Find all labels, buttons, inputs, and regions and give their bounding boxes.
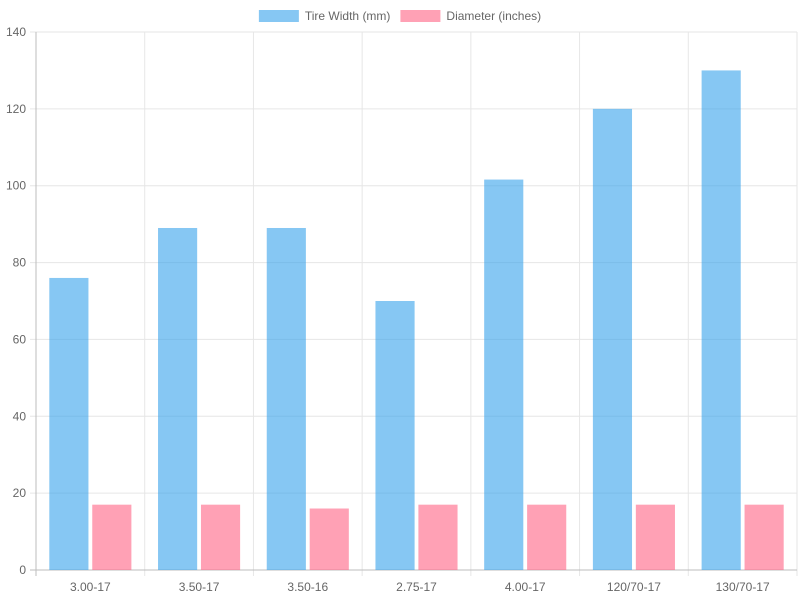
x-tick-label: 3.50-16: [287, 580, 328, 594]
bar-tire-width[interactable]: [158, 227, 198, 570]
grid: [30, 31, 798, 576]
bar-diameter[interactable]: [744, 504, 784, 570]
bar-tire-width[interactable]: [49, 277, 89, 570]
x-tick-label: 4.00-17: [505, 580, 546, 594]
legend-label: Tire Width (mm): [305, 9, 391, 23]
x-tick-label: 3.50-17: [179, 580, 220, 594]
y-tick-label: 60: [13, 332, 27, 346]
axes: [35, 32, 797, 571]
y-tick-label: 120: [6, 102, 26, 116]
bar-tire-width[interactable]: [375, 301, 415, 570]
legend: Tire Width (mm) Diameter (inches): [258, 9, 541, 23]
y-tick-label: 40: [13, 409, 27, 423]
bar-tire-width[interactable]: [592, 108, 633, 570]
bars: [49, 70, 784, 570]
legend-item-tire-width[interactable]: Tire Width (mm): [258, 9, 391, 23]
y-tick-label: 0: [19, 563, 26, 577]
x-tick-label: 3.00-17: [70, 580, 111, 594]
bar-diameter[interactable]: [92, 504, 132, 570]
legend-item-diameter[interactable]: Diameter (inches): [400, 9, 541, 23]
bar-tire-width[interactable]: [701, 70, 741, 570]
y-tick-label: 20: [13, 486, 27, 500]
x-tick-label: 2.75-17: [396, 580, 437, 594]
bar-diameter[interactable]: [635, 504, 675, 570]
bar-diameter[interactable]: [200, 504, 241, 570]
y-axis-tick-labels: 0 20 40 60 80 100 120 140: [6, 25, 26, 577]
legend-swatch: [258, 10, 299, 22]
bar-tire-width[interactable]: [266, 227, 306, 570]
y-tick-label: 100: [6, 179, 26, 193]
legend-label: Diameter (inches): [446, 9, 541, 23]
x-tick-label: 120/70-17: [607, 580, 661, 594]
x-tick-label: 130/70-17: [716, 580, 770, 594]
y-tick-label: 140: [6, 25, 26, 39]
bar-tire-width[interactable]: [484, 179, 524, 570]
legend-swatch: [400, 10, 441, 22]
bar-diameter[interactable]: [527, 504, 567, 570]
bar-diameter[interactable]: [418, 504, 458, 570]
x-axis-tick-labels: 3.00-17 3.50-17 3.50-16 2.75-17 4.00-17 120/7…: [70, 580, 770, 594]
bar-diameter[interactable]: [309, 508, 349, 570]
y-tick-label: 80: [13, 256, 27, 270]
